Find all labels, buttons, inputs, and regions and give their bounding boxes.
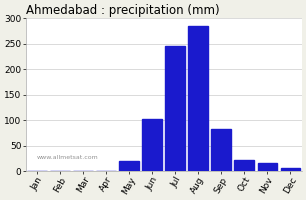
Bar xyxy=(119,161,139,171)
Bar xyxy=(211,129,231,171)
Bar xyxy=(234,160,254,171)
Bar xyxy=(188,26,208,171)
Text: Ahmedabad : precipitation (mm): Ahmedabad : precipitation (mm) xyxy=(26,4,219,17)
Text: www.allmetsat.com: www.allmetsat.com xyxy=(37,155,99,160)
Bar xyxy=(142,119,162,171)
Bar xyxy=(166,46,185,171)
Bar xyxy=(258,163,277,171)
Bar xyxy=(281,168,300,171)
